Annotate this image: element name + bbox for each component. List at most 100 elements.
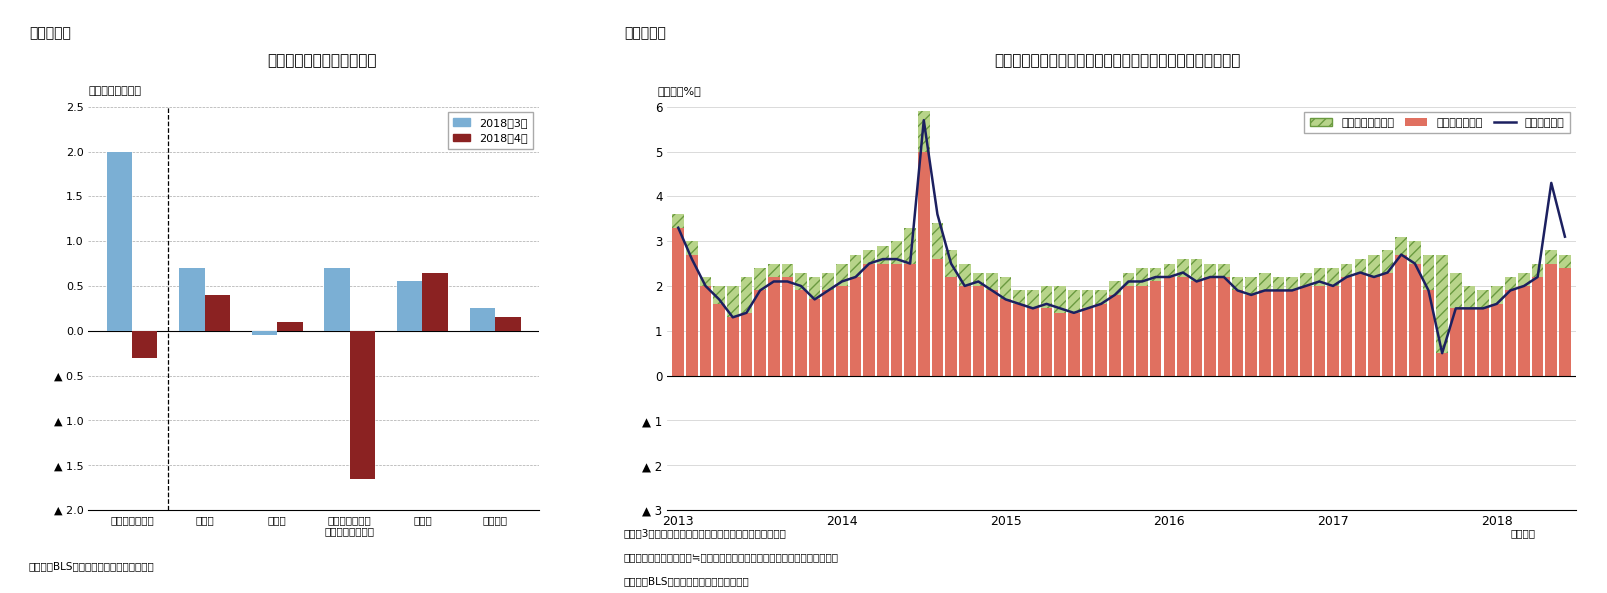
- Bar: [876, 246, 889, 263]
- Bar: [1040, 286, 1051, 308]
- Bar: [741, 277, 752, 375]
- Bar: [781, 263, 792, 277]
- Bar: [1395, 237, 1406, 254]
- Bar: [672, 214, 683, 228]
- Bar: [848, 254, 861, 375]
- Text: （月次）: （月次）: [1509, 529, 1535, 538]
- Bar: [985, 273, 998, 291]
- Bar: [1286, 277, 1297, 375]
- Text: （注）3カ月後方移動平均後の前月比伸び率（年率換算）: （注）3カ月後方移動平均後の前月比伸び率（年率換算）: [624, 529, 786, 538]
- Bar: [1136, 268, 1147, 375]
- Bar: [1544, 250, 1556, 263]
- Bar: [1094, 291, 1106, 375]
- Bar: [972, 273, 983, 286]
- Bar: [958, 263, 971, 375]
- Text: 週当たり賃金伸び率≒週当たり労働時間伸び率＋時間当たり賃金伸び率: 週当たり賃金伸び率≒週当たり労働時間伸び率＋時間当たり賃金伸び率: [624, 553, 839, 562]
- Bar: [106, 152, 132, 331]
- Bar: [325, 268, 350, 331]
- Bar: [1067, 291, 1078, 313]
- Bar: [754, 268, 765, 291]
- Bar: [795, 273, 807, 375]
- Bar: [1517, 273, 1528, 286]
- Bar: [1012, 291, 1024, 304]
- Bar: [1231, 277, 1242, 291]
- Bar: [1340, 263, 1351, 277]
- Bar: [1531, 263, 1543, 277]
- Bar: [1258, 273, 1270, 291]
- Text: （年率、%）: （年率、%）: [657, 85, 701, 95]
- Bar: [1271, 277, 1284, 291]
- Bar: [1218, 263, 1229, 277]
- Bar: [1191, 259, 1202, 282]
- Bar: [1218, 263, 1229, 375]
- Bar: [741, 277, 752, 313]
- Bar: [1244, 277, 1257, 295]
- Bar: [876, 246, 889, 375]
- Bar: [754, 268, 765, 375]
- Bar: [1368, 254, 1379, 375]
- Bar: [1368, 254, 1379, 277]
- Bar: [863, 250, 874, 375]
- Text: 前月分・前々月分の改定幅: 前月分・前々月分の改定幅: [267, 53, 376, 68]
- Text: （前月差、万人）: （前月差、万人）: [88, 86, 141, 96]
- Bar: [1395, 237, 1406, 375]
- Bar: [985, 273, 998, 375]
- Bar: [1204, 263, 1215, 375]
- Bar: [1380, 250, 1393, 375]
- Bar: [1450, 273, 1461, 375]
- Bar: [1027, 291, 1038, 308]
- Bar: [350, 331, 374, 479]
- Bar: [795, 273, 807, 291]
- Text: （資料）BLSよりニッセイ基礎研究所作成: （資料）BLSよりニッセイ基礎研究所作成: [29, 562, 154, 571]
- Bar: [945, 250, 956, 277]
- Bar: [1176, 259, 1188, 375]
- Bar: [1462, 286, 1474, 308]
- Bar: [836, 263, 847, 286]
- Bar: [1204, 263, 1215, 277]
- Bar: [1244, 277, 1257, 375]
- Bar: [821, 273, 834, 291]
- Bar: [781, 263, 792, 375]
- Bar: [1340, 263, 1351, 375]
- Legend: 2018年3月, 2018年4月: 2018年3月, 2018年4月: [448, 112, 534, 149]
- Bar: [1559, 254, 1570, 268]
- Bar: [178, 268, 204, 331]
- Bar: [1462, 286, 1474, 375]
- Bar: [423, 273, 448, 331]
- Bar: [808, 277, 820, 375]
- Bar: [1435, 254, 1446, 353]
- Bar: [1191, 259, 1202, 375]
- Text: （図表４）: （図表４）: [624, 27, 665, 41]
- Bar: [1435, 254, 1446, 375]
- Bar: [768, 263, 779, 375]
- Bar: [1504, 277, 1515, 375]
- Bar: [1163, 263, 1175, 375]
- Bar: [918, 111, 929, 152]
- Bar: [1408, 241, 1421, 375]
- Bar: [1313, 268, 1324, 375]
- Bar: [1122, 273, 1133, 286]
- Bar: [276, 322, 302, 331]
- Bar: [1490, 286, 1501, 304]
- Text: 民間非農業部門の週当たり賃金伸び率（年率換算、寄与度）: 民間非農業部門の週当たり賃金伸び率（年率換算、寄与度）: [993, 53, 1241, 68]
- Bar: [1067, 291, 1078, 375]
- Bar: [1082, 291, 1093, 308]
- Bar: [1353, 259, 1366, 273]
- Bar: [1450, 273, 1461, 308]
- Bar: [1149, 268, 1160, 375]
- Bar: [686, 241, 697, 375]
- Bar: [204, 295, 230, 331]
- Bar: [1040, 286, 1051, 375]
- Bar: [1109, 282, 1120, 295]
- Bar: [1490, 286, 1501, 375]
- Bar: [1408, 241, 1421, 263]
- Bar: [1000, 277, 1011, 375]
- Legend: 週当たり労働時間, 時間当たり賃金, 週当たり賃金: 週当たり労働時間, 時間当たり賃金, 週当たり賃金: [1303, 112, 1570, 133]
- Bar: [918, 111, 929, 375]
- Bar: [726, 286, 738, 317]
- Bar: [1477, 291, 1488, 375]
- Bar: [1054, 286, 1065, 375]
- Bar: [1000, 277, 1011, 299]
- Bar: [1422, 254, 1433, 291]
- Bar: [821, 273, 834, 375]
